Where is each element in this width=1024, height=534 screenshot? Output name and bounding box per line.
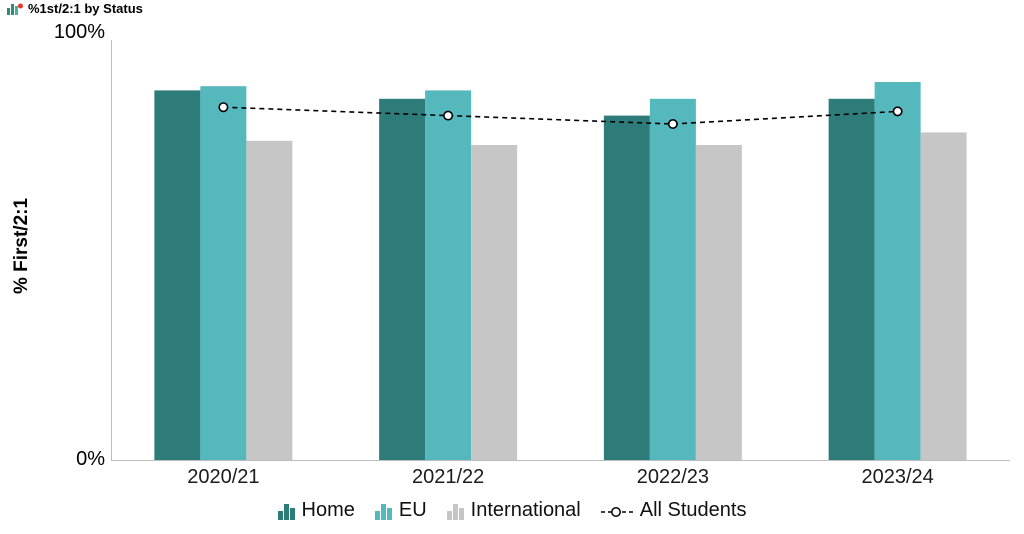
bar-home-2023/24[interactable] (828, 98, 875, 461)
marker-all-students-2022/23[interactable] (667, 119, 678, 130)
bar-home-2022/23[interactable] (603, 115, 650, 460)
legend-label-international: International (470, 499, 581, 521)
bar-home-2021/22[interactable] (379, 98, 426, 461)
marker-all-students-2023/24[interactable] (892, 106, 903, 117)
legend-label-home: Home (301, 499, 355, 521)
bar-international-2021/22[interactable] (471, 145, 518, 460)
y-axis-max-label: 100% (53, 21, 105, 43)
international-bars-icon (446, 503, 464, 520)
chart-header: %1st/2:1 by Status (7, 1, 143, 16)
x-axis-label-2020/21: 2020/21 (187, 466, 260, 488)
all-students-line-icon (600, 506, 633, 517)
x-axis-label-2023/24: 2023/24 (861, 466, 934, 488)
marker-all-students-2021/22[interactable] (443, 110, 454, 121)
all-students-line (223, 106, 898, 125)
y-axis-title: % First/2:1 (11, 197, 32, 295)
worksheet-icon (7, 2, 23, 15)
bar-home-2020/21[interactable] (154, 90, 201, 461)
bar-eu-2022/23[interactable] (649, 98, 696, 461)
legend-item-eu[interactable]: EU (374, 499, 427, 522)
bar-international-2020/21[interactable] (246, 140, 293, 461)
bar-eu-2020/21[interactable] (200, 86, 247, 460)
chart-title: %1st/2:1 by Status (28, 1, 143, 16)
x-axis-label-2021/22: 2021/22 (411, 466, 485, 488)
bar-eu-2023/24[interactable] (874, 82, 921, 460)
home-bars-icon (277, 503, 295, 520)
legend-label-all-students: All Students (639, 499, 747, 521)
bar-eu-2021/22[interactable] (425, 90, 472, 461)
plot-area (111, 40, 1010, 461)
marker-all-students-2020/21[interactable] (218, 102, 229, 113)
eu-bars-icon (374, 503, 392, 520)
legend-item-home[interactable]: Home (277, 499, 355, 522)
legend-item-international[interactable]: International (446, 499, 581, 522)
legend-label-eu: EU (398, 499, 427, 521)
x-axis-label-2022/23: 2022/23 (636, 466, 710, 488)
x-axis-labels: 2020/21 2021/22 2022/23 2023/24 (111, 466, 1010, 492)
y-axis-min-label: 0% (76, 448, 105, 470)
legend: Home EU International All Students (0, 499, 1024, 522)
legend-item-all-students[interactable]: All Students (600, 499, 747, 522)
bar-international-2022/23[interactable] (695, 145, 742, 460)
bar-international-2023/24[interactable] (920, 132, 967, 460)
